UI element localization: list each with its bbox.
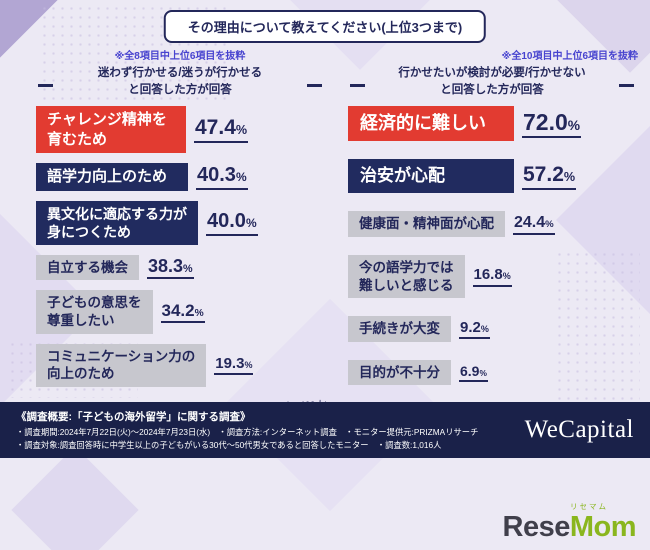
- rank-value: 38.3%: [147, 256, 194, 280]
- pct-unit: %: [480, 323, 489, 334]
- rank-value: 40.3%: [196, 164, 248, 190]
- right-subtitle-line1: 行かせたいが検討が必要/行かせない: [398, 67, 586, 79]
- pct-unit: %: [545, 218, 554, 230]
- pct-number: 40.3: [197, 163, 236, 186]
- pct-number: 38.3: [148, 255, 184, 276]
- ranking-row: 治安が心配 57.2%: [348, 159, 648, 194]
- pct-number: 24.4: [514, 213, 546, 231]
- dash-decoration-icon: [350, 84, 365, 87]
- rank-value: 40.0%: [206, 210, 258, 236]
- dash-decoration-icon: [307, 84, 322, 87]
- pct-unit: %: [563, 169, 576, 184]
- right-subtitle-line2: と回答した方が回答: [440, 83, 544, 96]
- rank-label: コミュニケーション力の 向上のため: [36, 343, 207, 387]
- rank-value: 57.2%: [522, 162, 577, 190]
- right-extract-note: ※全10項目中上位6項目を抜粋: [501, 51, 638, 62]
- rank-value: 72.0%: [522, 108, 582, 139]
- resemom-mom: Mom: [569, 511, 637, 543]
- rank-label: 今の語学力では 難しいと感じる: [348, 255, 465, 299]
- rank-value: 19.3%: [214, 354, 254, 376]
- rank-value: 9.2%: [459, 318, 490, 340]
- survey-detail-line2: ・調査対象:調査回答時に中学生以上の子どもがいる30代〜50代男女であると回答し…: [16, 439, 442, 450]
- dash-decoration-icon: [619, 84, 634, 87]
- rank-label: 異文化に適応する力が 身につくため: [36, 200, 198, 245]
- pct-number: 19.3: [215, 354, 245, 372]
- left-subtitle-line2: と回答した方が回答: [128, 83, 232, 96]
- ranking-row: コミュニケーション力の 向上のため 19.3%: [36, 343, 336, 387]
- rank-label: 自立する機会: [36, 254, 139, 281]
- pct-number: 40.0: [207, 209, 246, 232]
- pct-number: 6.9: [460, 362, 480, 379]
- wecapital-logo: WeCapital: [524, 416, 634, 443]
- pct-number: 57.2: [523, 162, 564, 186]
- ranking-row: 自立する機会 38.3%: [36, 254, 336, 281]
- pct-unit: %: [245, 215, 257, 230]
- right-subtitle: 行かせたいが検討が必要/行かせない と回答した方が回答: [346, 65, 638, 98]
- rank-value: 24.4%: [513, 214, 555, 235]
- pct-unit: %: [235, 169, 247, 184]
- pct-unit: %: [183, 262, 193, 275]
- left-extract-note: ※全8項目中上位6項目を抜粋: [114, 51, 246, 62]
- pct-unit: %: [479, 367, 487, 378]
- left-subtitle: 迷わず行かせる/迷うが行かせる と回答した方が回答: [34, 65, 326, 98]
- left-ranking: チャレンジ精神を 育むため 47.4% 語学力向上のため 40.3% 異文化に適…: [36, 106, 336, 411]
- rank-label: 目的が不十分: [348, 359, 451, 386]
- survey-detail-line1: ・調査期間:2024年7月22日(火)〜2024年7月23日(水) ・調査方法:…: [16, 426, 479, 437]
- rank-label: 子どもの意思を 尊重したい: [36, 290, 153, 334]
- ranking-row: 健康面・精神面が心配 24.4%: [348, 211, 648, 238]
- rank-label: 治安が心配: [348, 159, 514, 194]
- ranking-row: 異文化に適応する力が 身につくため 40.0%: [36, 200, 336, 245]
- rank-label: チャレンジ精神を 育むため: [36, 106, 186, 153]
- rank-value: 16.8%: [472, 266, 512, 287]
- rank-value: 34.2%: [160, 300, 205, 324]
- ranking-row: 目的が不十分 6.9%: [348, 359, 648, 386]
- pct-unit: %: [567, 117, 581, 133]
- resemom-wordmark: ReseMom: [503, 512, 637, 542]
- resemom-rese: Rese: [502, 511, 571, 543]
- pct-unit: %: [235, 122, 248, 137]
- resemom-logo: リセマム ReseMom: [503, 501, 637, 542]
- rank-label: 経済的に難しい: [348, 106, 514, 142]
- ranking-row: 経済的に難しい 72.0%: [348, 106, 648, 142]
- page-title: その理由について教えてください(上位3つまで): [163, 10, 487, 43]
- ranking-row: チャレンジ精神を 育むため 47.4%: [36, 106, 336, 153]
- pct-unit: %: [244, 359, 253, 370]
- pct-unit: %: [194, 307, 204, 319]
- pct-number: 47.4: [195, 115, 236, 139]
- survey-overview-footer: 《調査概要:「子どもの海外留学」に関する調査》 ・調査期間:2024年7月22日…: [0, 402, 650, 458]
- pct-unit: %: [502, 271, 511, 282]
- survey-heading: 《調査概要:「子どもの海外留学」に関する調査》: [16, 410, 251, 423]
- rank-label: 健康面・精神面が心配: [348, 211, 505, 238]
- rank-value: 47.4%: [194, 115, 249, 144]
- ranking-row: 今の語学力では 難しいと感じる 16.8%: [348, 255, 648, 299]
- pct-number: 16.8: [473, 266, 503, 284]
- bg-dots: [555, 250, 640, 400]
- survey-overview-text: 《調査概要:「子どもの海外留学」に関する調査》 ・調査期間:2024年7月22日…: [16, 409, 478, 452]
- rank-value: 6.9%: [459, 363, 488, 382]
- right-ranking: 経済的に難しい 72.0% 治安が心配 57.2% 健康面・精神面が心配 24.…: [348, 106, 648, 417]
- left-subtitle-line1: 迷わず行かせる/迷うが行かせる: [97, 67, 263, 79]
- rank-label: 語学力向上のため: [36, 163, 188, 191]
- pct-number: 72.0: [523, 108, 568, 135]
- dash-decoration-icon: [38, 84, 53, 87]
- resemom-ruby: リセマム: [570, 502, 608, 511]
- ranking-row: 手続きが大変 9.2%: [348, 316, 648, 342]
- ranking-row: 子どもの意思を 尊重したい 34.2%: [36, 290, 336, 334]
- pct-number: 34.2: [161, 300, 195, 320]
- rank-label: 手続きが大変: [348, 316, 451, 342]
- ranking-row: 語学力向上のため 40.3%: [36, 163, 336, 191]
- pct-number: 9.2: [460, 318, 481, 336]
